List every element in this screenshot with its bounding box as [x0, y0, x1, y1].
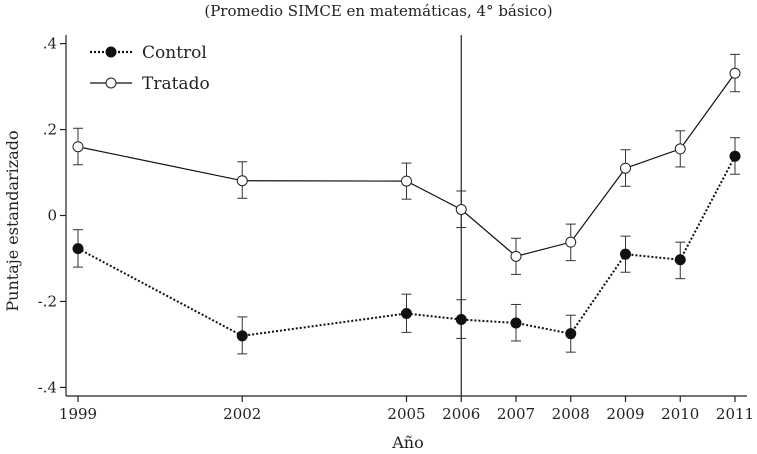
data-point — [674, 254, 686, 266]
data-point — [565, 236, 577, 248]
data-point — [401, 175, 412, 187]
data-point — [729, 67, 741, 79]
data-point — [510, 250, 522, 262]
y-axis-label: Puntaje estandarizado — [3, 130, 22, 311]
data-point — [620, 248, 631, 260]
y-tick-label: .2 — [43, 121, 57, 139]
y-tick-label: -.2 — [38, 292, 57, 310]
series-control — [72, 137, 741, 355]
data-point — [565, 328, 577, 340]
y-tick-label: 0 — [47, 207, 57, 225]
x-axis-label: Año — [391, 433, 424, 452]
data-point — [455, 203, 467, 215]
series-tratado — [72, 53, 741, 275]
legend-marker — [105, 77, 117, 89]
legend: Control Tratado — [90, 43, 210, 94]
x-tick-label: 1999 — [59, 405, 97, 423]
data-point — [674, 143, 686, 155]
data-point — [510, 317, 522, 329]
data-point — [236, 330, 248, 342]
x-tick-label: 2005 — [387, 405, 425, 423]
data-point — [620, 162, 631, 174]
x-tick-label: 2007 — [497, 405, 535, 423]
legend-label: Control — [142, 43, 207, 63]
data-point — [236, 175, 248, 187]
data-point — [72, 141, 84, 153]
x-tick-label: 2010 — [661, 405, 699, 423]
series-layer — [72, 53, 741, 355]
x-tick-label: 2011 — [716, 405, 754, 423]
chart-title: (Promedio SIMCE en matemáticas, 4° básic… — [204, 2, 553, 20]
x-tick-label: 2009 — [606, 405, 644, 423]
x-tick-label: 2006 — [442, 405, 480, 423]
x-tick-label: 2008 — [552, 405, 590, 423]
data-point — [401, 307, 412, 319]
y-tick-label: -.4 — [38, 378, 57, 396]
data-point — [455, 314, 467, 326]
y-tick-label: .4 — [43, 35, 57, 53]
legend-label: Tratado — [142, 74, 210, 94]
x-tick-label: 2002 — [223, 405, 261, 423]
data-point — [72, 243, 84, 255]
legend-marker — [105, 46, 117, 58]
data-point — [729, 150, 741, 162]
